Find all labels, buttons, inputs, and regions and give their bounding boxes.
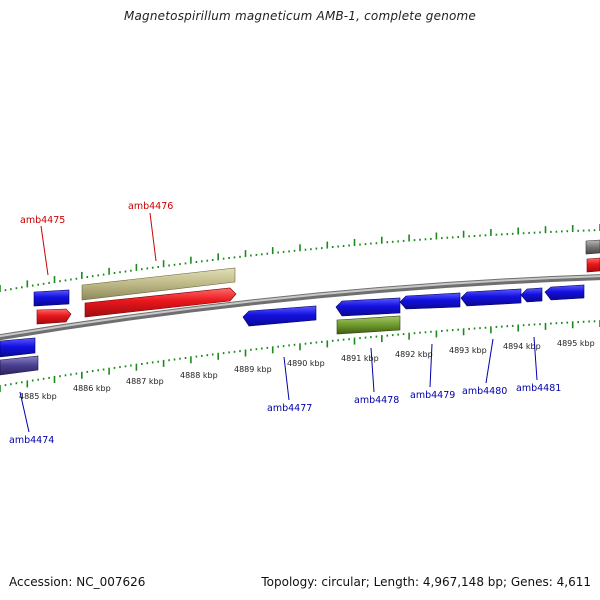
kbp-label: 4885 kbp (19, 392, 57, 401)
map-title: Magnetospirillum magneticum AMB-1, compl… (123, 9, 477, 23)
gene-label-amb4481[interactable]: amb4481 (516, 383, 561, 394)
leader-line-amb4480 (485, 338, 494, 384)
leader-line-amb4481 (533, 336, 538, 381)
bottom-tick-row (0, 320, 600, 392)
gene-amb4476-arrow[interactable] (84, 287, 237, 318)
leader-line-amb4479 (429, 343, 433, 388)
kbp-label: 4886 kbp (73, 384, 111, 393)
gene-amb4474-purple-bar[interactable] (0, 355, 39, 376)
topology-text: Topology: circular; Length: 4,967,148 bp… (261, 575, 591, 589)
gene-label-amb4475[interactable]: amb4475 (20, 215, 65, 226)
leader-line-amb4477 (283, 356, 290, 401)
kbp-label: 4888 kbp (180, 371, 218, 380)
gene-label-amb4478[interactable]: amb4478 (354, 395, 399, 406)
gene-label-amb4476[interactable]: amb4476 (128, 201, 173, 212)
gene-amb4481-arrow[interactable] (520, 287, 543, 303)
leader-line-amb4475 (40, 225, 49, 276)
kbp-label: 4893 kbp (449, 346, 487, 355)
gene-amb4478-arrow[interactable] (335, 297, 401, 317)
kbp-label: 4895 kbp (557, 339, 595, 348)
kbp-label: 4891 kbp (341, 354, 379, 363)
gene-red-edge[interactable] (586, 257, 600, 273)
gene-amb4475-arrow[interactable] (36, 308, 72, 325)
leader-line-amb4476 (149, 212, 157, 262)
kbp-label: 4890 kbp (287, 359, 325, 368)
gene-amb4479-arrow[interactable] (399, 292, 461, 310)
gene-amb4477-arrow[interactable] (242, 305, 317, 327)
gene-amb4480-arrow[interactable] (460, 288, 522, 307)
accession-text: Accession: NC_007626 (9, 575, 146, 589)
kbp-label: 4894 kbp (503, 342, 541, 351)
gene-blue-right[interactable] (544, 284, 585, 301)
top-tick-row (0, 224, 600, 292)
gene-label-amb4477[interactable]: amb4477 (267, 403, 312, 414)
kbp-label: 4887 kbp (126, 377, 164, 386)
gene-blue-upper-left[interactable] (33, 289, 70, 307)
leader-line-amb4478 (370, 347, 375, 393)
gene-amb4476-rna-bar[interactable] (81, 267, 236, 301)
leader-line-amb4474 (19, 391, 30, 433)
genome-backbone (0, 274, 600, 341)
gene-label-amb4474[interactable]: amb4474 (9, 435, 54, 446)
kbp-label: 4889 kbp (234, 365, 272, 374)
gene-label-amb4480[interactable]: amb4480 (462, 386, 507, 397)
kbp-label: 4892 kbp (395, 350, 433, 359)
gene-amb4478-green-bar[interactable] (336, 315, 401, 335)
gene-label-amb4479[interactable]: amb4479 (410, 390, 455, 401)
genome-backbone-highlight (0, 275, 600, 338)
gene-amb4474-arrow[interactable] (0, 337, 36, 358)
gene-grey-edge[interactable] (585, 239, 600, 255)
